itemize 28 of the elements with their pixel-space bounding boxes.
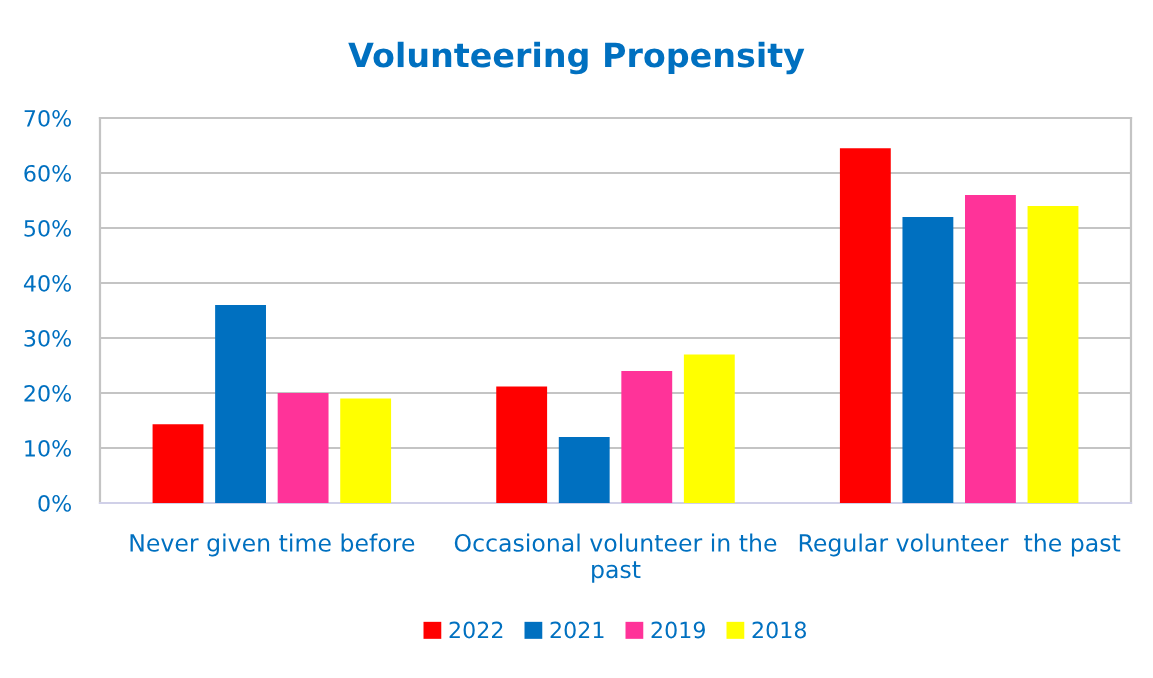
- legend-label: 2019: [651, 621, 705, 639]
- y-tick-label: 40%: [23, 274, 71, 292]
- bar: [839, 148, 891, 503]
- y-tick-label: 0%: [38, 494, 71, 512]
- y-tick-label: 50%: [24, 219, 71, 237]
- bar: [496, 386, 548, 503]
- legend-label: 2021: [550, 621, 604, 639]
- y-tick-label: 10%: [25, 439, 71, 457]
- y-tick-label: 60%: [24, 164, 71, 182]
- bar: [215, 305, 266, 503]
- bar: [965, 195, 1016, 503]
- x-tick-label: Occasional volunteer in the past: [454, 533, 777, 583]
- bar: [621, 371, 673, 503]
- y-tick-label: 30%: [24, 329, 71, 347]
- bar: [152, 424, 204, 503]
- legend-label: 2022: [449, 621, 503, 639]
- y-tick-label: 20%: [24, 384, 71, 402]
- chart-title: Volunteering Propensity: [348, 41, 805, 75]
- x-tick-label: Never given time before: [130, 533, 415, 557]
- bar: [340, 398, 392, 503]
- bar: [1027, 206, 1079, 503]
- bar: [277, 393, 329, 503]
- y-tick-label: 70%: [24, 109, 71, 127]
- legend-label: 2018: [752, 621, 806, 639]
- bar: [558, 437, 610, 503]
- bar: [683, 354, 735, 503]
- bar: [902, 217, 954, 503]
- x-tick-label: Regular volunteer the past: [799, 533, 1121, 557]
